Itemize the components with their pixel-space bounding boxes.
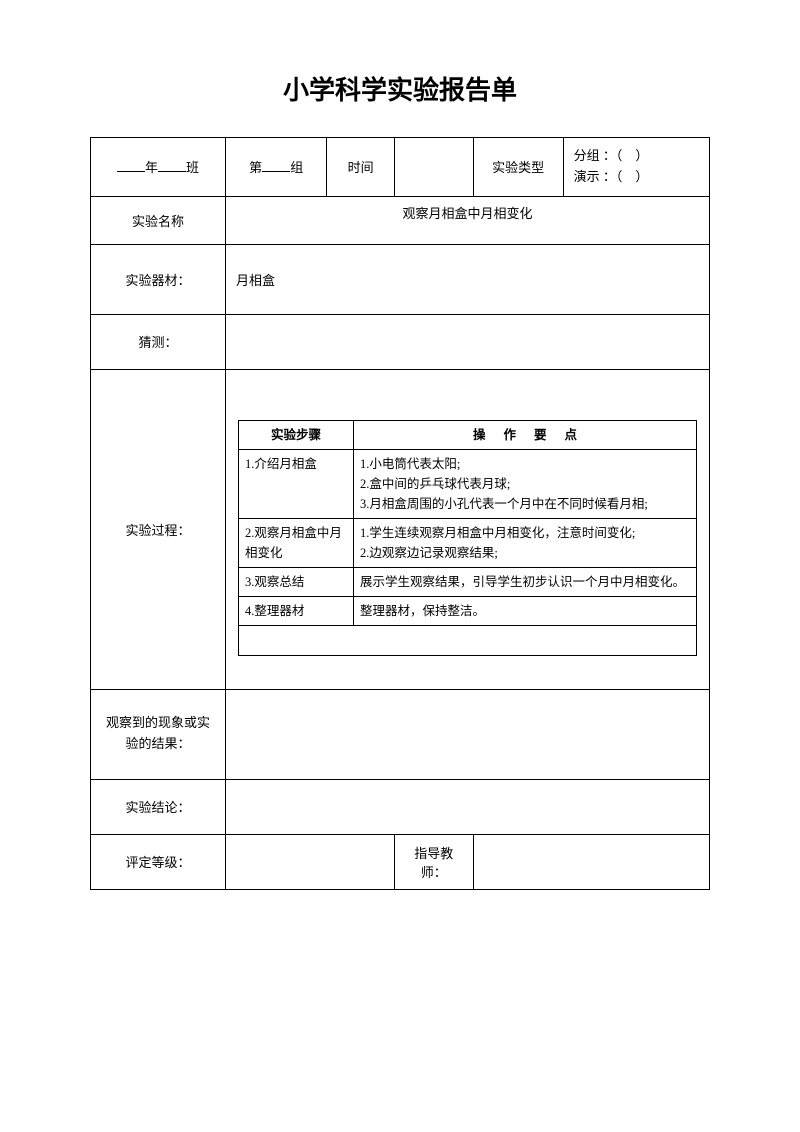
step-4: 4.整理器材 [239,596,354,625]
equipment-label: 实验器材： [91,244,226,314]
grade-label: 评定等级： [91,834,226,889]
report-container: 小学科学实验报告单 年班 第组 时间 实验类型 分组 ：（ ） 演示 ：（ ） … [90,70,710,890]
step-2: 2.观察月相盒中月相变化 [239,518,354,567]
process-row: 实验过程： 实验步骤 操作要点 1.介绍月相盒 1.小电筒代表太阳; 2.盒中间… [91,369,710,689]
time-label-cell: 时间 [327,138,395,197]
report-table: 年班 第组 时间 实验类型 分组 ：（ ） 演示 ：（ ） 实验名称 观察月相盒… [90,137,710,890]
conclusion-value[interactable] [226,779,710,834]
footer-row: 评定等级： 指导教师： [91,834,710,889]
points-header: 操作要点 [354,420,697,449]
guess-value[interactable] [226,314,710,369]
group-suffix: 组 [290,160,303,175]
inner-footer [239,625,697,655]
exp-name-value: 观察月相盒中月相变化 [226,196,710,244]
time-value-cell[interactable] [394,138,473,197]
process-inner-table: 实验步骤 操作要点 1.介绍月相盒 1.小电筒代表太阳; 2.盒中间的乒乓球代表… [238,420,697,656]
step-header: 实验步骤 [239,420,354,449]
points-3: 展示学生观察结果，引导学生初步认识一个月中月相变化。 [354,567,697,596]
exp-name-row: 实验名称 观察月相盒中月相变化 [91,196,710,244]
teacher-value[interactable] [473,834,709,889]
guess-label: 猜测： [91,314,226,369]
year-class-cell: 年班 [91,138,226,197]
report-title: 小学科学实验报告单 [90,70,710,107]
step-3: 3.观察总结 [239,567,354,596]
inner-footer-row [239,625,697,655]
guess-row: 猜测： [91,314,710,369]
process-label: 实验过程： [91,369,226,689]
step-1: 1.介绍月相盒 [239,449,354,518]
observation-row: 观察到的现象或实验的结果： [91,689,710,779]
exp-type-options-cell: 分组 ：（ ） 演示 ：（ ） [563,138,709,197]
year-label: 年 [145,160,158,175]
points-4: 整理器材，保持整洁。 [354,596,697,625]
teacher-label: 指导教师： [394,834,473,889]
exp-name-label: 实验名称 [91,196,226,244]
observation-value[interactable] [226,689,710,779]
inner-row-3: 3.观察总结 展示学生观察结果，引导学生初步认识一个月中月相变化。 [239,567,697,596]
observation-label: 观察到的现象或实验的结果： [91,689,226,779]
inner-row-1: 1.介绍月相盒 1.小电筒代表太阳; 2.盒中间的乒乓球代表月球; 3.月相盒周… [239,449,697,518]
inner-row-2: 2.观察月相盒中月相变化 1.学生连续观察月相盒中月相变化，注意时间变化; 2.… [239,518,697,567]
group-type-option[interactable]: 分组 ：（ ） [574,146,699,167]
class-label: 班 [186,160,199,175]
group-cell: 第组 [226,138,327,197]
group-prefix: 第 [249,160,262,175]
grade-value[interactable] [226,834,395,889]
process-content-cell: 实验步骤 操作要点 1.介绍月相盒 1.小电筒代表太阳; 2.盒中间的乒乓球代表… [226,369,710,689]
points-1: 1.小电筒代表太阳; 2.盒中间的乒乓球代表月球; 3.月相盒周围的小孔代表一个… [354,449,697,518]
equipment-value: 月相盒 [226,244,710,314]
header-row: 年班 第组 时间 实验类型 分组 ：（ ） 演示 ：（ ） [91,138,710,197]
conclusion-row: 实验结论： [91,779,710,834]
inner-header-row: 实验步骤 操作要点 [239,420,697,449]
equipment-row: 实验器材： 月相盒 [91,244,710,314]
points-2: 1.学生连续观察月相盒中月相变化，注意时间变化; 2.边观察边记录观察结果; [354,518,697,567]
inner-row-4: 4.整理器材 整理器材，保持整洁。 [239,596,697,625]
exp-type-label-cell: 实验类型 [473,138,563,197]
conclusion-label: 实验结论： [91,779,226,834]
demo-type-option[interactable]: 演示 ：（ ） [574,167,699,188]
